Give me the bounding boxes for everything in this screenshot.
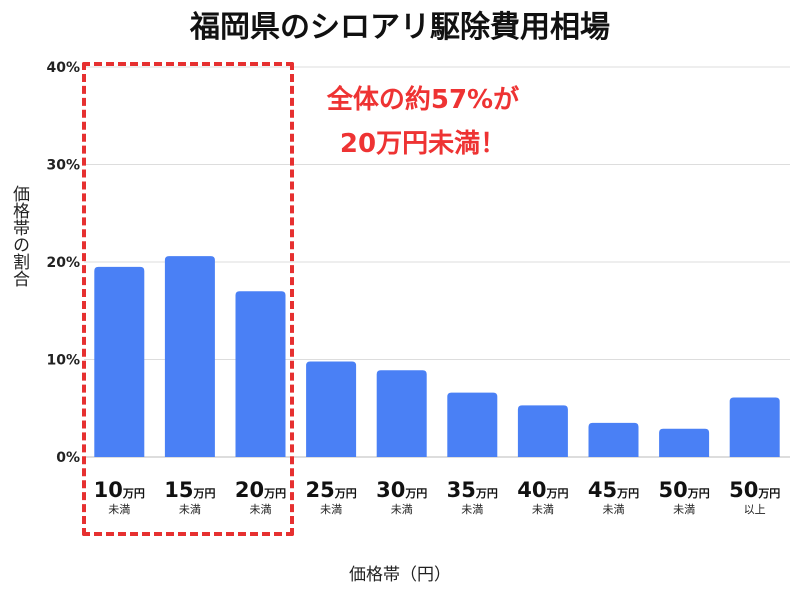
x-tick-label: 15万円 — [164, 478, 215, 502]
bar — [94, 266, 145, 457]
x-tick-label: 50万円 — [729, 478, 780, 502]
bar — [306, 361, 357, 457]
y-tick-label: 0% — [56, 450, 80, 466]
y-tick-label: 40% — [46, 60, 80, 76]
x-tick-label: 10万円 — [94, 478, 145, 502]
x-tick-sublabel: 未満 — [179, 503, 201, 516]
bar — [447, 392, 498, 457]
y-tick-label: 10% — [46, 353, 80, 369]
chart-title: 福岡県のシロアリ駆除費用相場 — [190, 10, 610, 45]
x-tick-sublabel: 未満 — [108, 503, 130, 516]
x-tick-sublabel: 未満 — [532, 503, 554, 516]
x-tick-sublabel: 未満 — [391, 503, 413, 516]
bar — [164, 256, 215, 457]
x-tick-sublabel: 未満 — [673, 503, 695, 516]
x-tick-sublabel: 未満 — [320, 503, 342, 516]
bar — [588, 422, 639, 457]
x-tick-sublabel: 以上 — [744, 503, 766, 516]
x-tick-label: 30万円 — [376, 478, 427, 502]
x-tick-label: 20万円 — [235, 478, 286, 502]
annotation-line-1: 全体の約57%が — [326, 85, 520, 115]
x-tick-label: 50万円 — [658, 478, 709, 502]
bar — [729, 397, 780, 457]
highlight-box — [82, 62, 294, 536]
bar — [235, 291, 286, 457]
annotation: 全体の約57%が 20万円未満！ — [308, 78, 538, 166]
x-axis-label: 価格帯（円） — [349, 565, 451, 585]
x-tick-label: 35万円 — [447, 478, 498, 502]
x-tick-label: 45万円 — [588, 478, 639, 502]
y-axis-label: 価格帯の割合 — [9, 185, 29, 287]
x-tick-sublabel: 未満 — [461, 503, 483, 516]
x-tick-label: 25万円 — [305, 478, 356, 502]
x-tick-sublabel: 未満 — [250, 503, 272, 516]
x-tick-label: 40万円 — [517, 478, 568, 502]
bar — [517, 405, 568, 457]
y-tick-label: 30% — [46, 158, 80, 174]
y-tick-label: 20% — [46, 255, 80, 271]
x-tick-sublabel: 未満 — [603, 503, 625, 516]
bar — [376, 370, 427, 457]
bar — [659, 428, 710, 457]
annotation-line-2: 20万円未満！ — [339, 129, 507, 159]
